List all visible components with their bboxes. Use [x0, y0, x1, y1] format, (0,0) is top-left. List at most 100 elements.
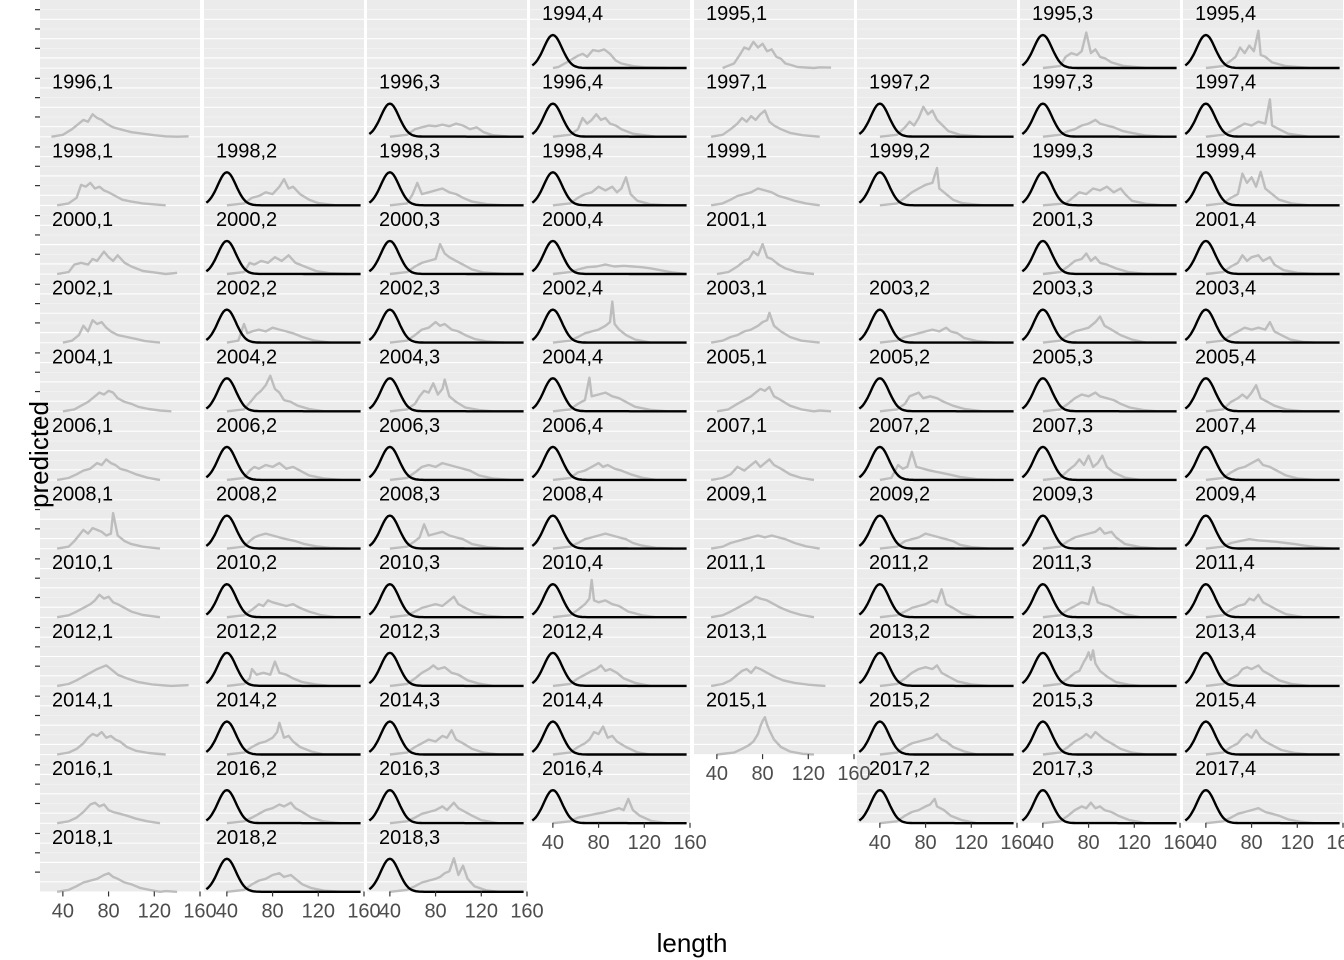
- observed-line: [1042, 252, 1146, 276]
- panel-background: [530, 0, 690, 68]
- facet-label: 2006,2: [216, 415, 277, 437]
- panel-fill: [1020, 411, 1180, 480]
- facet-panel: 2001,3: [1021, 209, 1177, 276]
- predicted-line: [531, 720, 687, 756]
- predicted-line: [531, 33, 687, 70]
- predicted-line: [1021, 33, 1177, 70]
- y-axis-title: predicted: [24, 401, 54, 508]
- panel-background: [530, 68, 690, 137]
- panel-background: [204, 68, 364, 137]
- panel-fill: [1020, 755, 1180, 823]
- observed-line: [1042, 801, 1146, 825]
- x-tick-label: 120: [628, 832, 661, 854]
- facet-label: 1997,2: [869, 72, 930, 94]
- panel-fill: [530, 617, 690, 686]
- panel-fill: [367, 274, 527, 343]
- panel-background: [367, 0, 527, 68]
- observed-line: [722, 40, 832, 70]
- facet-label: 2011,1: [706, 552, 766, 574]
- panel-background: [1020, 274, 1180, 343]
- panel-fill: [530, 0, 690, 68]
- panel-background: [204, 823, 364, 892]
- facet-panel: 2008,2: [205, 484, 361, 550]
- panel-fill: [857, 617, 1017, 686]
- facet-panel: 2014,4: [531, 690, 687, 756]
- facet-panel: 2018,3: [368, 827, 524, 893]
- panel-background: [694, 411, 854, 480]
- facet-label: 2011,3: [1032, 552, 1092, 574]
- panel-fill: [530, 411, 690, 480]
- predicted-line: [858, 789, 1014, 825]
- panel-background: [367, 755, 527, 823]
- panel-fill: [367, 686, 527, 755]
- predicted-line: [368, 583, 524, 619]
- panel-background: [40, 755, 200, 823]
- facet-label: 2004,4: [542, 346, 603, 368]
- facet-label: 2007,1: [706, 415, 767, 437]
- panel-fill: [204, 68, 364, 137]
- x-tick-label: 40: [379, 900, 401, 922]
- panel-fill: [694, 274, 854, 343]
- panel-fill: [694, 343, 854, 411]
- observed-line: [389, 378, 493, 413]
- predicted-line: [531, 583, 687, 619]
- facet-label: 2001,4: [1195, 209, 1256, 231]
- panel-fill: [367, 549, 527, 617]
- x-tick-label: 80: [751, 763, 773, 785]
- predicted-line: [531, 514, 687, 550]
- panel-background: [694, 274, 854, 343]
- facet-panel: 2009,4: [1184, 484, 1340, 550]
- x-tick-label: 160: [510, 900, 543, 922]
- panel-fill: [694, 617, 854, 686]
- predicted-line: [368, 720, 524, 756]
- panel-background: [204, 137, 364, 205]
- observed-line: [389, 523, 505, 550]
- facet-label: 2006,1: [52, 415, 113, 437]
- observed-line: [552, 461, 656, 482]
- panel-fill: [367, 755, 527, 823]
- panel-fill: [204, 0, 364, 68]
- panel-background: [40, 617, 200, 686]
- facet-label: 2003,3: [1032, 278, 1093, 300]
- predicted-line: [1184, 720, 1340, 756]
- panel-fill: [530, 137, 690, 205]
- panel-background: [857, 343, 1017, 411]
- observed-line: [51, 113, 189, 138]
- panel-fill: [367, 137, 527, 205]
- observed-line: [552, 532, 673, 550]
- panel-fill: [204, 137, 364, 205]
- predicted-line: [531, 171, 687, 207]
- facet-panel: 2010,1: [52, 552, 161, 619]
- facet-label: 2018,2: [216, 827, 277, 849]
- predicted-line: [858, 308, 1014, 344]
- facet-panel: 2005,3: [1021, 346, 1177, 413]
- observed-line: [1042, 315, 1146, 344]
- facet-panel: 2003,2: [858, 278, 1014, 344]
- panel-fill: [1183, 137, 1343, 205]
- facet-panel: 2005,1: [706, 346, 832, 413]
- facet-label: 2007,3: [1032, 415, 1093, 437]
- observed-line: [879, 732, 978, 756]
- facet-label: 2008,1: [52, 484, 113, 506]
- observed-line: [552, 664, 651, 688]
- facet-panel: 2008,4: [531, 484, 687, 550]
- x-tick-label: 80: [914, 832, 936, 854]
- observed-line: [389, 461, 511, 482]
- observed-line: [56, 872, 178, 893]
- facet-panel: 2013,3: [1021, 621, 1177, 688]
- x-axis: 40 80 120 160: [379, 891, 544, 922]
- observed-line: [879, 450, 995, 482]
- facet-label: 2008,2: [216, 484, 277, 506]
- predicted-line: [531, 308, 687, 344]
- facet-panel: 2004,2: [205, 346, 361, 413]
- facet-panel: 2007,4: [1184, 415, 1340, 482]
- observed-line: [879, 166, 983, 207]
- predicted-line: [1021, 514, 1177, 550]
- observed-line: [710, 595, 815, 619]
- facet-panel: 2006,2: [205, 415, 361, 482]
- panel-background: [1020, 411, 1180, 480]
- observed-line: [56, 730, 166, 756]
- facet-panel: 2016,3: [368, 758, 524, 825]
- predicted-line: [1184, 308, 1340, 344]
